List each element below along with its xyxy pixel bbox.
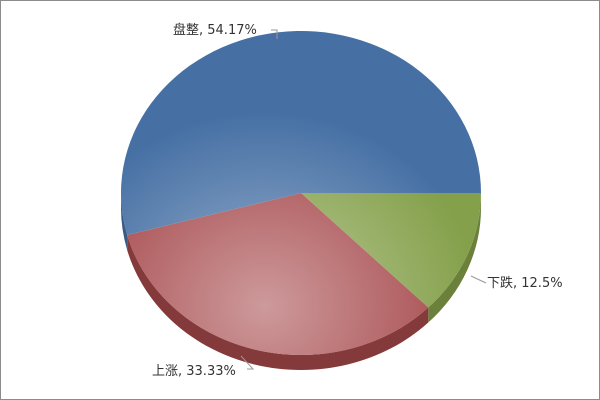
leader-line-2 (271, 29, 278, 39)
leader-line-0 (470, 275, 487, 284)
leader-line-1 (240, 355, 255, 370)
label-slice-1: 上涨, 33.33% (152, 364, 236, 379)
label-slice-0: 下跌, 12.5% (487, 275, 563, 291)
label-slice-2: 盘整, 54.17% (173, 22, 257, 38)
